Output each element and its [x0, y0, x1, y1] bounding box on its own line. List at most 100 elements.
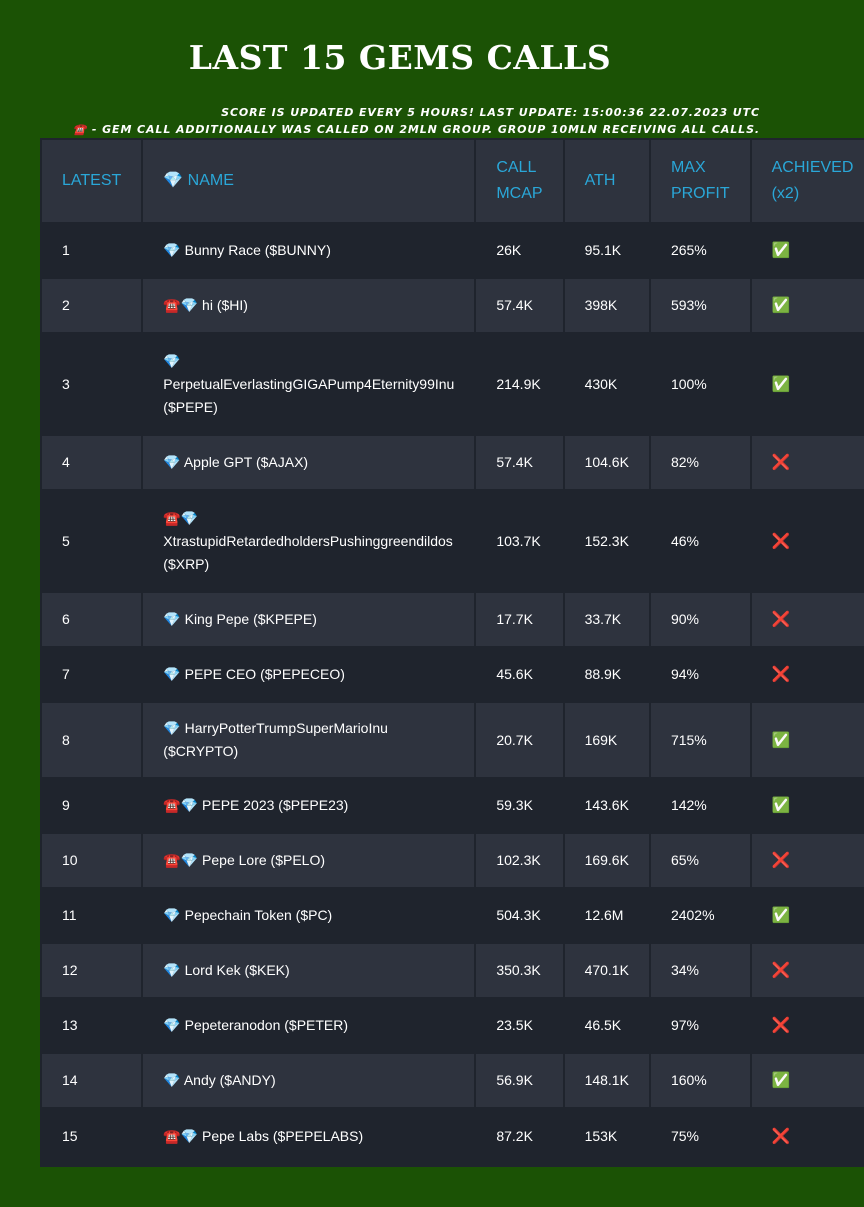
- row-name: ☎️💎 Pepe Labs ($PEPELABS): [143, 1109, 475, 1164]
- table-row: 3 💎 PerpetualEverlastingGIGAPump4Eternity…: [42, 334, 864, 434]
- column-header-latest[interactable]: LATEST: [42, 140, 142, 222]
- table-row: 8 💎 HarryPotterTrumpSuperMarioInu ($CRYPT…: [42, 703, 864, 777]
- row-call-mcap: 504.3K: [476, 889, 563, 942]
- row-latest: 8: [42, 703, 142, 777]
- row-max-profit: 65%: [650, 834, 750, 887]
- table-row: 7 💎 PEPE CEO ($PEPECEO) 45.6K 88.9K 94% ❌: [42, 648, 864, 701]
- table-header-row: LATEST 💎 NAME CALL MCAP ATH MAX PROFIT A…: [42, 140, 864, 222]
- row-latest: 3: [42, 334, 142, 434]
- table-row: 2 ☎️💎 hi ($HI) 57.4K 398K 593% ✅: [42, 279, 864, 332]
- row-name: ☎️💎 PEPE 2023 ($PEPE23): [143, 779, 475, 832]
- row-max-profit: 94%: [650, 648, 750, 701]
- row-max-profit: 46%: [650, 491, 750, 591]
- row-name: 💎 PerpetualEverlastingGIGAPump4Eternity9…: [143, 334, 475, 434]
- column-header-ath[interactable]: ATH: [564, 140, 649, 222]
- row-latest: 9: [42, 779, 142, 832]
- row-latest: 1: [42, 224, 142, 277]
- table-row: 15 ☎️💎 Pepe Labs ($PEPELABS) 87.2K 153K 75% ❌: [42, 1109, 864, 1164]
- row-call-mcap: 17.7K: [476, 593, 563, 646]
- row-latest: 10: [42, 834, 142, 887]
- row-achieved-status: ❌: [751, 648, 864, 701]
- row-achieved-status: ✅: [751, 703, 864, 777]
- row-name: 💎 Andy ($ANDY): [143, 1054, 475, 1107]
- row-name: 💎 PEPE CEO ($PEPECEO): [143, 648, 475, 701]
- column-header-call-mcap[interactable]: CALL MCAP: [476, 140, 563, 222]
- row-ath: 95.1K: [564, 224, 649, 277]
- row-achieved-status: ❌: [751, 491, 864, 591]
- row-ath: 33.7K: [564, 593, 649, 646]
- row-ath: 143.6K: [564, 779, 649, 832]
- row-ath: 88.9K: [564, 648, 649, 701]
- row-call-mcap: 57.4K: [476, 436, 563, 489]
- row-latest: 15: [42, 1109, 142, 1164]
- row-name: ☎️💎 XtrastupidRetardedholdersPushinggree…: [143, 491, 475, 591]
- row-ath: 148.1K: [564, 1054, 649, 1107]
- row-ath: 153K: [564, 1109, 649, 1164]
- column-header-max-profit[interactable]: MAX PROFIT: [650, 140, 750, 222]
- row-call-mcap: 57.4K: [476, 279, 563, 332]
- row-max-profit: 82%: [650, 436, 750, 489]
- row-name: 💎 Lord Kek ($KEK): [143, 944, 475, 997]
- row-max-profit: 2402%: [650, 889, 750, 942]
- row-latest: 12: [42, 944, 142, 997]
- table-row: 10 ☎️💎 Pepe Lore ($PELO) 102.3K 169.6K 65% ❌: [42, 834, 864, 887]
- update-notice: SCORE IS UPDATED EVERY 5 HOURS! LAST UPD…: [221, 106, 760, 119]
- row-ath: 470.1K: [564, 944, 649, 997]
- call-legend-notice: ☎️ - GEM CALL ADDITIONALLY WAS CALLED ON…: [72, 123, 760, 136]
- row-call-mcap: 26K: [476, 224, 563, 277]
- row-ath: 430K: [564, 334, 649, 434]
- row-name: 💎 HarryPotterTrumpSuperMarioInu ($CRYPTO…: [143, 703, 475, 777]
- gems-calls-table-container: LATEST 💎 NAME CALL MCAP ATH MAX PROFIT A…: [40, 138, 864, 1167]
- table-row: 5 ☎️💎 XtrastupidRetardedholdersPushinggre…: [42, 491, 864, 591]
- row-max-profit: 593%: [650, 279, 750, 332]
- row-latest: 2: [42, 279, 142, 332]
- row-latest: 7: [42, 648, 142, 701]
- row-achieved-status: ❌: [751, 436, 864, 489]
- column-header-achieved[interactable]: ACHIEVED (x2): [751, 140, 864, 222]
- table-row: 4 💎 Apple GPT ($AJAX) 57.4K 104.6K 82% ❌: [42, 436, 864, 489]
- row-achieved-status: ✅: [751, 779, 864, 832]
- row-max-profit: 97%: [650, 999, 750, 1052]
- row-latest: 6: [42, 593, 142, 646]
- table-row: 9 ☎️💎 PEPE 2023 ($PEPE23) 59.3K 143.6K 142% ✅: [42, 779, 864, 832]
- row-latest: 14: [42, 1054, 142, 1107]
- row-call-mcap: 214.9K: [476, 334, 563, 434]
- column-header-name[interactable]: 💎 NAME: [143, 140, 475, 222]
- table-row: 14 💎 Andy ($ANDY) 56.9K 148.1K 160% ✅: [42, 1054, 864, 1107]
- row-call-mcap: 20.7K: [476, 703, 563, 777]
- row-call-mcap: 23.5K: [476, 999, 563, 1052]
- row-max-profit: 90%: [650, 593, 750, 646]
- row-name: 💎 Pepechain Token ($PC): [143, 889, 475, 942]
- row-call-mcap: 45.6K: [476, 648, 563, 701]
- row-achieved-status: ✅: [751, 224, 864, 277]
- gems-calls-table: LATEST 💎 NAME CALL MCAP ATH MAX PROFIT A…: [40, 138, 864, 1166]
- row-max-profit: 265%: [650, 224, 750, 277]
- row-achieved-status: ✅: [751, 279, 864, 332]
- row-achieved-status: ❌: [751, 593, 864, 646]
- row-max-profit: 100%: [650, 334, 750, 434]
- row-achieved-status: ✅: [751, 334, 864, 434]
- row-achieved-status: ❌: [751, 1109, 864, 1164]
- row-name: ☎️💎 Pepe Lore ($PELO): [143, 834, 475, 887]
- row-ath: 398K: [564, 279, 649, 332]
- table-row: 6 💎 King Pepe ($KPEPE) 17.7K 33.7K 90% ❌: [42, 593, 864, 646]
- row-achieved-status: ✅: [751, 1054, 864, 1107]
- row-call-mcap: 87.2K: [476, 1109, 563, 1164]
- row-max-profit: 160%: [650, 1054, 750, 1107]
- page-title: LAST 15 GEMS CALLS: [188, 38, 612, 77]
- row-ath: 152.3K: [564, 491, 649, 591]
- row-ath: 104.6K: [564, 436, 649, 489]
- row-name: 💎 Bunny Race ($BUNNY): [143, 224, 475, 277]
- row-achieved-status: ❌: [751, 944, 864, 997]
- row-ath: 169.6K: [564, 834, 649, 887]
- row-call-mcap: 103.7K: [476, 491, 563, 591]
- row-call-mcap: 350.3K: [476, 944, 563, 997]
- row-call-mcap: 59.3K: [476, 779, 563, 832]
- row-max-profit: 715%: [650, 703, 750, 777]
- row-name: 💎 King Pepe ($KPEPE): [143, 593, 475, 646]
- row-max-profit: 34%: [650, 944, 750, 997]
- row-ath: 46.5K: [564, 999, 649, 1052]
- row-latest: 13: [42, 999, 142, 1052]
- row-ath: 169K: [564, 703, 649, 777]
- row-name: 💎 Pepeteranodon ($PETER): [143, 999, 475, 1052]
